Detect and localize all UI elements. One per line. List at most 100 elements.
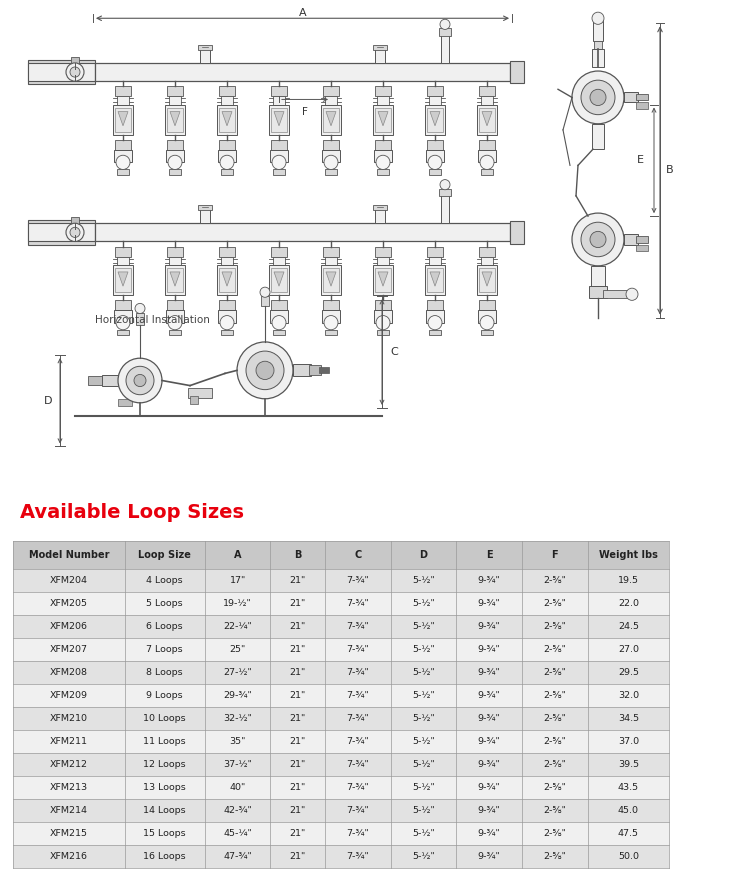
Bar — [624, 234, 638, 245]
Text: A: A — [234, 550, 241, 561]
Bar — [271, 107, 287, 132]
Bar — [219, 300, 235, 311]
Bar — [479, 107, 495, 132]
Bar — [479, 246, 495, 257]
Text: 37-½": 37-½" — [223, 760, 252, 769]
Text: 43.5: 43.5 — [618, 783, 639, 792]
Text: 29-¾": 29-¾" — [223, 691, 252, 700]
Text: 22-¼": 22-¼" — [223, 622, 252, 631]
Text: 9-¾": 9-¾" — [477, 783, 501, 792]
Bar — [13, 569, 669, 592]
Bar — [166, 150, 184, 162]
Polygon shape — [170, 272, 180, 286]
Bar — [219, 268, 235, 292]
Bar — [325, 257, 337, 265]
Text: 9-¾": 9-¾" — [477, 852, 501, 861]
Text: XFM209: XFM209 — [50, 691, 88, 700]
Bar — [218, 150, 236, 162]
Text: 14 Loops: 14 Loops — [144, 806, 186, 815]
Bar — [169, 257, 181, 265]
Text: 7-¾": 7-¾" — [346, 806, 370, 815]
Bar — [271, 140, 287, 150]
Bar — [510, 221, 524, 244]
Bar — [167, 140, 183, 150]
Text: 7-¾": 7-¾" — [346, 783, 370, 792]
Bar — [270, 150, 288, 162]
Bar — [28, 62, 95, 81]
Text: 7-¾": 7-¾" — [346, 760, 370, 769]
Text: A: A — [299, 8, 306, 18]
Bar — [13, 592, 669, 615]
Bar — [13, 638, 669, 661]
Bar — [377, 257, 389, 265]
Text: 5-½": 5-½" — [412, 737, 435, 746]
Bar — [425, 265, 445, 296]
Bar — [13, 776, 669, 799]
Text: 2-⅝": 2-⅝" — [543, 783, 566, 792]
Bar — [427, 246, 443, 257]
Circle shape — [118, 358, 162, 403]
Polygon shape — [118, 112, 128, 126]
Bar — [429, 330, 441, 335]
Circle shape — [572, 213, 624, 266]
Circle shape — [581, 80, 615, 114]
Circle shape — [428, 155, 442, 170]
Text: 2-⅝": 2-⅝" — [543, 829, 566, 838]
Text: 9 Loops: 9 Loops — [147, 691, 183, 700]
Text: 25": 25" — [230, 645, 246, 654]
Bar — [28, 220, 95, 245]
Circle shape — [428, 316, 442, 330]
Text: XFM208: XFM208 — [50, 668, 88, 677]
Bar — [13, 615, 669, 638]
Text: 5-½": 5-½" — [412, 599, 435, 608]
Bar — [13, 730, 669, 753]
Bar — [481, 330, 493, 335]
Bar — [113, 105, 133, 135]
Circle shape — [134, 374, 146, 386]
Text: 7-¾": 7-¾" — [346, 737, 370, 746]
Bar — [271, 300, 287, 311]
Text: 7-¾": 7-¾" — [346, 576, 370, 585]
Text: 45-¼": 45-¼" — [223, 829, 252, 838]
Text: 5-½": 5-½" — [412, 829, 435, 838]
Text: 5-½": 5-½" — [412, 783, 435, 792]
Text: 42-¾": 42-¾" — [223, 806, 252, 815]
Circle shape — [70, 227, 80, 238]
Bar — [136, 312, 144, 325]
Bar — [425, 105, 445, 135]
Bar — [166, 311, 184, 323]
Bar — [117, 97, 129, 105]
Circle shape — [592, 12, 604, 25]
Bar — [427, 86, 443, 97]
Bar — [375, 140, 391, 150]
Bar — [375, 268, 391, 292]
Text: 19.5: 19.5 — [618, 576, 639, 585]
Bar — [479, 86, 495, 97]
Text: 21": 21" — [289, 599, 306, 608]
Bar — [221, 330, 233, 335]
Bar — [323, 246, 339, 257]
Bar — [269, 265, 289, 296]
Bar — [200, 209, 210, 224]
Bar — [28, 60, 95, 84]
Text: C: C — [390, 347, 398, 357]
Bar — [270, 311, 288, 323]
Circle shape — [590, 89, 606, 106]
Bar — [373, 105, 393, 135]
Bar — [165, 105, 185, 135]
Text: 47.5: 47.5 — [618, 829, 639, 838]
Bar — [269, 105, 289, 135]
Bar — [441, 34, 449, 62]
Circle shape — [66, 62, 84, 81]
Circle shape — [116, 316, 130, 330]
Bar — [117, 257, 129, 265]
Text: 7-¾": 7-¾" — [346, 645, 370, 654]
Text: XFM210: XFM210 — [50, 714, 88, 723]
Text: 15 Loops: 15 Loops — [144, 829, 186, 838]
Bar — [321, 105, 341, 135]
Circle shape — [260, 287, 270, 297]
Circle shape — [116, 155, 130, 170]
Bar — [321, 265, 341, 296]
Bar — [102, 376, 118, 385]
Text: XFM204: XFM204 — [50, 576, 88, 585]
